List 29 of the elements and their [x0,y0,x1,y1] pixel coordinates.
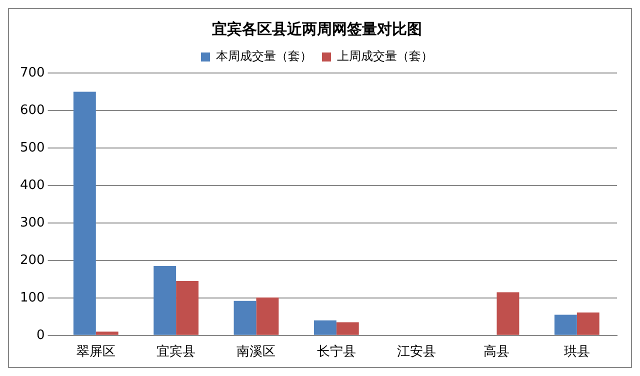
x-tick-label: 翠屏区 [76,344,116,360]
x-tick-label: 宜宾县 [156,344,196,360]
bar [256,298,279,335]
bar [314,320,336,335]
x-tick-label: 南溪区 [236,344,276,360]
legend-label: 上周成交量（套） [337,49,433,64]
legend-label: 本周成交量（套） [216,49,312,64]
y-tick-label: 200 [20,252,45,268]
bar [234,300,256,335]
bar [336,322,359,335]
x-tick-label: 珙县 [564,344,590,360]
x-tick-label: 江安县 [397,344,436,360]
bar [176,281,199,335]
y-tick-label: 400 [20,178,45,193]
y-tick-label: 300 [20,215,45,230]
y-tick-label: 100 [20,290,45,306]
bar [96,332,118,335]
bar [576,312,600,335]
x-tick-label: 高县 [484,344,510,360]
bar [554,314,577,335]
x-tick-label: 长宁县 [316,344,356,360]
bar [154,266,176,335]
y-tick-label: 600 [20,102,45,118]
bar [73,92,96,335]
bar [496,292,520,335]
y-tick-label: 500 [20,140,45,156]
y-tick-label: 700 [20,65,45,80]
y-tick-label: 0 [36,328,45,343]
chart-title: 宜宾各区县近两周网签量对比图 [212,20,422,38]
